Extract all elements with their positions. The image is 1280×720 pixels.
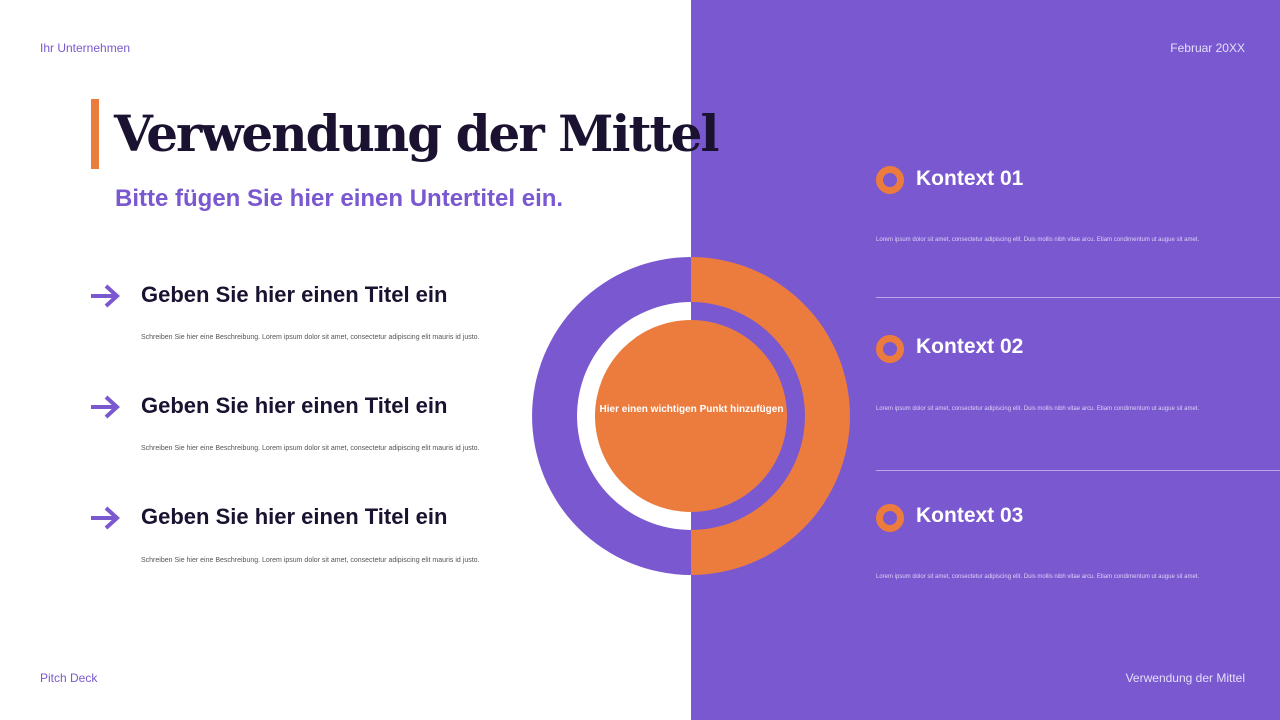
divider — [876, 297, 1280, 298]
footer-right: Verwendung der Mittel — [1125, 671, 1245, 685]
ring-icon — [876, 166, 904, 194]
arrow-right-icon — [91, 506, 120, 530]
list-item — [89, 394, 121, 425]
divider — [876, 470, 1280, 471]
ring-icon — [876, 335, 904, 363]
arrow-right-icon — [91, 395, 120, 419]
arrow-right-icon — [91, 284, 120, 308]
page-subtitle: Bitte fügen Sie hier einen Untertitel ei… — [115, 185, 564, 212]
footer-left: Pitch Deck — [40, 671, 98, 685]
item-description: Schreiben Sie hier eine Beschreibung. Lo… — [141, 445, 480, 452]
circle-diagram — [532, 257, 850, 575]
item-title: Geben Sie hier einen Titel ein — [141, 393, 448, 418]
ring-icon — [876, 504, 904, 532]
title-accent-bar — [91, 99, 99, 169]
context-description: Lorem ipsum dolor sit amet, consectetur … — [876, 237, 1200, 243]
item-description: Schreiben Sie hier eine Beschreibung. Lo… — [141, 557, 480, 564]
context-description: Lorem ipsum dolor sit amet, consectetur … — [876, 574, 1200, 580]
context-title: Kontext 03 — [916, 504, 1024, 527]
center-circle — [595, 320, 787, 512]
item-title: Geben Sie hier einen Titel ein — [141, 504, 448, 529]
list-item — [89, 283, 121, 314]
center-text: Hier einen wichtigen Punkt hinzufügen — [599, 404, 784, 415]
context-description: Lorem ipsum dolor sit amet, consectetur … — [876, 406, 1200, 412]
date-label: Februar 20XX — [1170, 41, 1245, 55]
page-title: Verwendung der Mittel — [114, 104, 719, 163]
context-title: Kontext 02 — [916, 335, 1024, 358]
item-description: Schreiben Sie hier eine Beschreibung. Lo… — [141, 334, 480, 341]
company-name: Ihr Unternehmen — [40, 41, 131, 55]
list-item — [89, 505, 121, 536]
context-title: Kontext 01 — [916, 167, 1024, 190]
item-title: Geben Sie hier einen Titel ein — [141, 282, 448, 307]
